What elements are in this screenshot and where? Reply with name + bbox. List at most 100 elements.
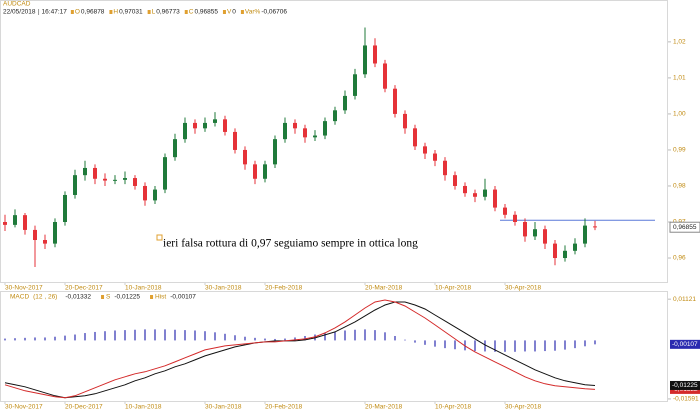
histogram-bar [304,335,306,341]
candle-body [573,243,577,251]
y-tick-label: 0,99 [673,147,686,154]
histogram-bar [564,340,566,350]
candle-body [263,164,267,179]
legend-swatch [101,295,105,299]
histogram-bar [14,338,16,341]
x-tick-label: 30-Jan-2018 [205,285,242,292]
info-text: 0,96855 [194,9,218,16]
histogram-bar [574,340,576,349]
value-box [670,380,700,390]
candle-body [513,214,517,222]
histogram-bar [284,338,286,341]
histogram-bar [264,338,266,341]
candle-body [133,178,137,186]
candle-body [233,131,237,150]
candle-body [123,178,127,180]
histogram-bar [74,334,76,341]
candle-body [483,189,487,197]
candle-body [203,122,207,129]
histogram-bar [554,340,556,351]
histogram-bar [344,330,346,341]
x-tick-label: 10-Jan-2018 [125,285,162,292]
y-tick-label: 1,02 [673,39,686,46]
info-text: 0 [232,9,236,16]
histogram-bar [124,330,126,341]
histogram-bar [144,329,146,341]
histogram-bar [44,337,46,341]
histogram-bar [274,338,276,341]
histogram-bar [254,337,256,341]
histogram-bar [184,330,186,341]
candle-body [223,119,227,132]
last-price-box [669,221,700,233]
candle-body [543,229,547,244]
info-text: V [227,9,232,16]
info-text: 0,96773 [156,9,180,16]
y-tick-label: 0,01121 [673,296,696,303]
histogram-bar [444,340,446,349]
candle-body [443,160,447,176]
histogram-bar [54,336,56,341]
candle-body [503,207,507,215]
histogram-bar [174,329,176,341]
annotation: ieri falsa rottura di 0,97 seguiamo semp… [163,238,418,250]
candle-body [373,45,377,64]
info-marker [240,10,244,14]
candle-body [453,175,457,186]
candle-body [423,146,427,154]
macd-header: S [106,294,111,301]
candle-body [323,121,327,136]
candle-body [213,119,217,123]
info-text: 22/05/2018 [3,9,36,16]
macd-header: -0,00107 [170,294,196,301]
candle-body [493,189,497,208]
y-tick-label: 0,98 [673,183,686,190]
candle-body [343,95,347,111]
histogram-bar [134,329,136,341]
histogram-bar [24,337,26,341]
histogram-bar [534,340,536,352]
x-tick-label: 10-Jan-2018 [125,404,162,411]
symbol: AUDCAD [3,1,31,8]
candle-body [553,243,557,259]
histogram-bar [414,340,416,343]
value-box-label: -0,01225 [672,382,698,389]
legend-swatch [150,295,154,299]
histogram-bar [334,331,336,341]
candle-body [243,149,247,165]
info-text: -0,06706 [261,9,287,16]
candle-body [403,113,407,129]
candle-body [33,229,37,241]
candle-body [3,221,7,225]
info-text: O [75,9,80,16]
candle-body [113,179,117,181]
histogram-bar [4,338,6,341]
info-marker [184,10,188,14]
histogram-bar [504,340,506,352]
candle-body [333,110,337,122]
histogram-bar [404,339,406,341]
candle-body [533,229,537,237]
candle-body [193,122,197,129]
candle-body [433,153,437,161]
value-box-label: -0,00107 [672,341,698,348]
macd-line [4,301,596,399]
histogram-bar [524,340,526,352]
candle-body [303,128,307,138]
candle-body [83,167,87,176]
candle-body [13,215,17,225]
candle-body [283,122,287,140]
histogram-bar [454,340,456,350]
candle-body [413,128,417,147]
macd-header: MACD [10,294,29,301]
histogram-bar [324,333,326,341]
candle-body [293,122,297,129]
histogram-bar [94,331,96,341]
histogram-bar [34,337,36,341]
histogram-bar [584,340,586,347]
x-tick-label: 30-Nov-2017 [5,285,43,292]
candle-body [313,135,317,138]
candle-body [183,122,187,140]
annotation-marker [156,234,163,241]
